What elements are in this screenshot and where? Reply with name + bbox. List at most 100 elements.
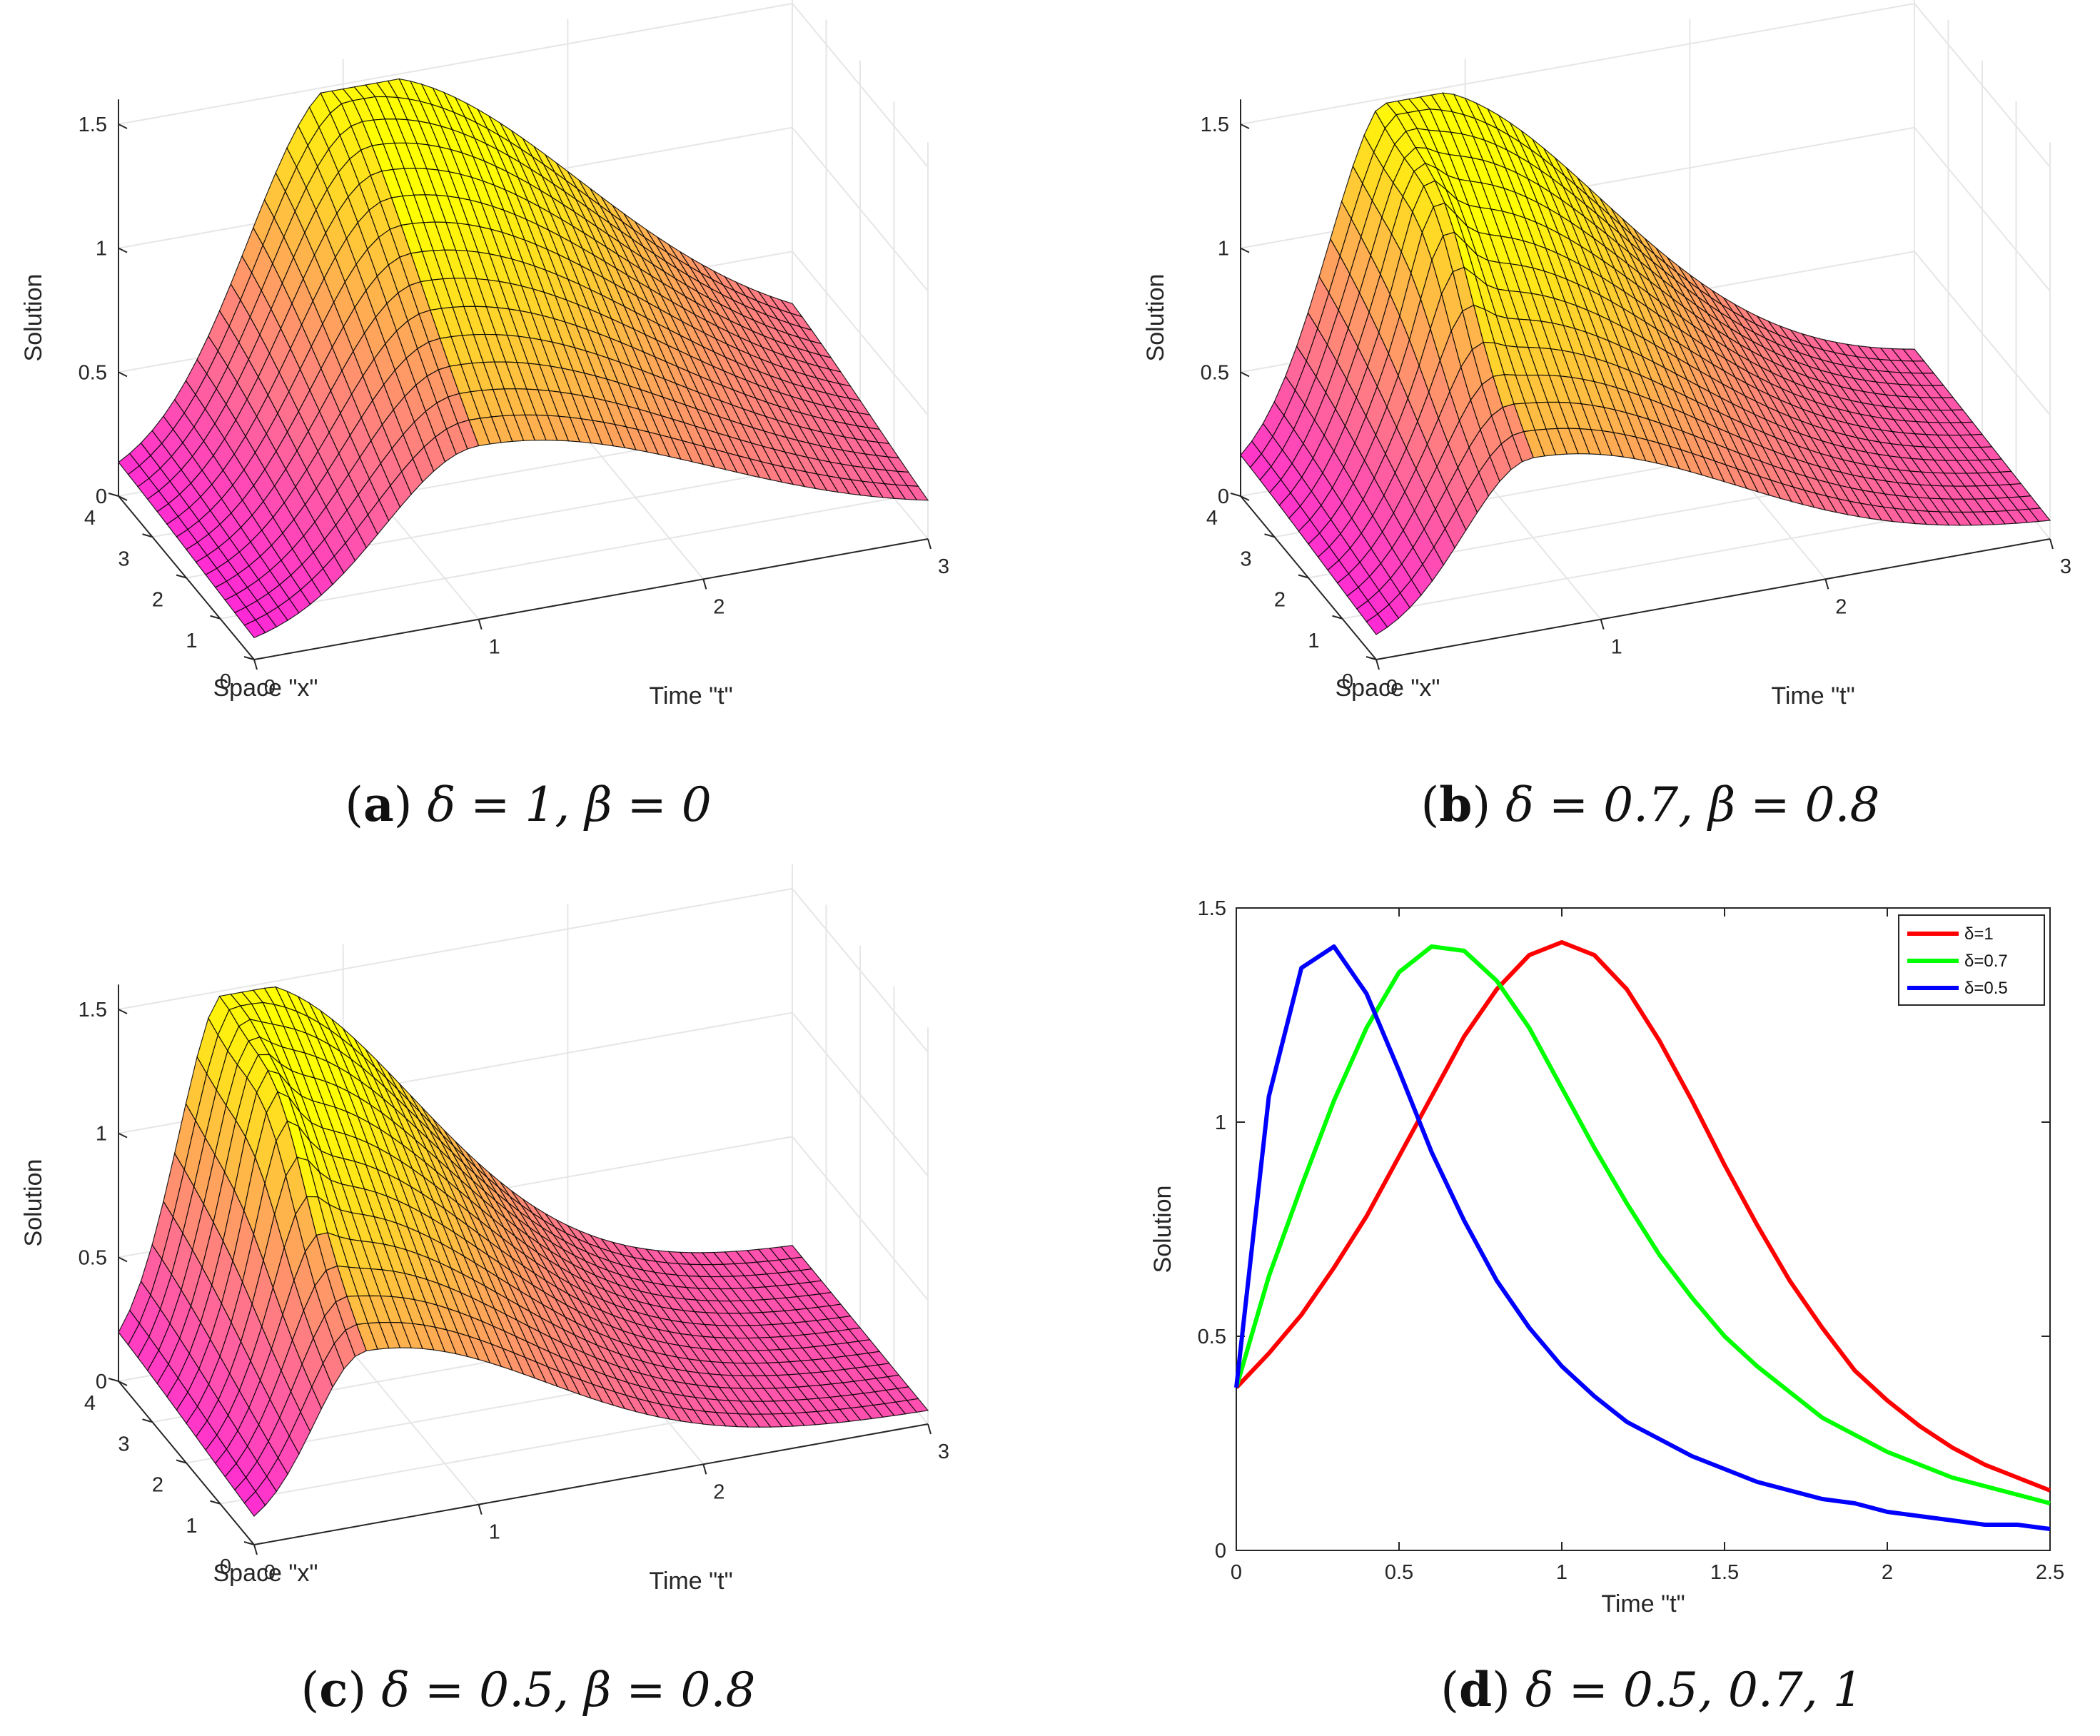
t-tick-mark bbox=[2049, 538, 2054, 550]
t-axis-label: Time "t" bbox=[1771, 682, 1854, 710]
t-tick-mark bbox=[1824, 579, 1829, 590]
caption-label: ( bbox=[301, 1662, 320, 1717]
caption-paren: ) bbox=[348, 1662, 381, 1717]
series-line-3 bbox=[1234, 944, 2051, 1531]
t-tick-mark bbox=[702, 1464, 707, 1475]
y-tick-label: 1 bbox=[1215, 1111, 1226, 1134]
t-tick-label: 3 bbox=[938, 555, 949, 578]
x-tick-mark bbox=[108, 1378, 119, 1382]
x-tick-label: 3 bbox=[118, 1433, 129, 1455]
caption-paren: ) bbox=[1492, 1662, 1525, 1717]
panel-caption: (b) δ = 0.7, β = 0.8 bbox=[1421, 777, 1880, 832]
z-tick-mark bbox=[1240, 371, 1250, 378]
t-tick-mark bbox=[927, 1423, 932, 1435]
series-line-1 bbox=[1234, 940, 2051, 1493]
surface-mesh bbox=[118, 986, 929, 1517]
z-axis-label: Solution bbox=[20, 1159, 47, 1247]
caption-paren: ) bbox=[1472, 777, 1505, 832]
x-tick-label: 1 bbox=[186, 630, 197, 652]
t-tick-label: 1 bbox=[1611, 636, 1622, 659]
x-tick-mark bbox=[176, 574, 187, 579]
z-tick-mark bbox=[118, 247, 128, 253]
x-tick-label: 4 bbox=[1206, 507, 1218, 530]
t-axis-label: Time "t" bbox=[649, 1568, 732, 1595]
t-axis-line bbox=[1375, 538, 2051, 660]
x-tick-label: 2 bbox=[1274, 589, 1286, 612]
x-tick-mark bbox=[108, 493, 119, 497]
legend-entry: δ=0.5 bbox=[1964, 979, 2008, 998]
t-tick-mark bbox=[1375, 659, 1380, 670]
t-tick-label: 0 bbox=[1386, 676, 1398, 699]
surface-patch bbox=[906, 485, 929, 501]
caption-letter: b bbox=[1439, 777, 1472, 832]
x-axis-label: Space "x" bbox=[213, 1560, 318, 1587]
t-tick-mark bbox=[253, 659, 258, 670]
grid-line bbox=[342, 1341, 480, 1505]
x-tick-mark bbox=[142, 533, 153, 538]
z-tick-label: 1 bbox=[96, 1123, 107, 1146]
z-tick-label: 0 bbox=[96, 1371, 107, 1393]
x-tick-mark bbox=[142, 1418, 153, 1423]
z-tick-mark bbox=[118, 123, 128, 129]
x-tick-label: 2 bbox=[152, 589, 163, 612]
caption-paren: ) bbox=[394, 777, 428, 832]
t-axis-line bbox=[253, 538, 929, 660]
z-tick-label: 1 bbox=[96, 238, 107, 261]
x-tick-label: 2.5 bbox=[2036, 1561, 2064, 1584]
x-tick-label: 0 bbox=[1342, 670, 1353, 693]
t-tick-label: 2 bbox=[1835, 595, 1847, 618]
t-axis-line bbox=[253, 1423, 929, 1545]
z-tick-label: 1 bbox=[1218, 238, 1229, 261]
t-axis-label: Time "t" bbox=[649, 682, 732, 710]
legend-entry: δ=0.7 bbox=[1964, 952, 2008, 971]
caption-text: δ = 1, β = 0 bbox=[427, 777, 711, 832]
x-tick-label: 3 bbox=[118, 547, 129, 570]
z-tick-mark bbox=[118, 495, 128, 501]
y-tick-label: 0.5 bbox=[1198, 1326, 1226, 1348]
x-tick-mark bbox=[1332, 615, 1343, 620]
x-tick-mark bbox=[1230, 493, 1241, 497]
t-tick-label: 0 bbox=[264, 676, 276, 699]
z-tick-label: 0 bbox=[1218, 485, 1229, 508]
z-axis-label: Solution bbox=[20, 274, 47, 362]
t-tick-label: 0 bbox=[264, 1561, 276, 1584]
t-tick-label: 2 bbox=[713, 1480, 725, 1503]
t-tick-label: 2 bbox=[713, 595, 725, 618]
legend: δ=1 δ=0.7 δ=0.5 bbox=[1898, 914, 2045, 1006]
caption-text: δ = 0.5, β = 0.8 bbox=[381, 1662, 755, 1717]
caption-text: δ = 0.5, 0.7, 1 bbox=[1525, 1662, 1863, 1717]
x-tick-label: 4 bbox=[84, 507, 96, 530]
grid-line bbox=[220, 497, 894, 620]
x-tick-mark bbox=[243, 656, 255, 660]
x-tick-label: 0 bbox=[1231, 1561, 1242, 1584]
x-tick-label: 1.5 bbox=[1710, 1561, 1739, 1584]
x-tick-mark bbox=[210, 1500, 221, 1505]
z-tick-mark bbox=[1240, 495, 1250, 501]
y-axis-label: Solution bbox=[1149, 1186, 1176, 1273]
z-tick-mark bbox=[118, 1132, 128, 1139]
x-tick-label: 1 bbox=[1556, 1561, 1568, 1584]
t-tick-mark bbox=[478, 619, 483, 630]
z-tick-mark bbox=[118, 1009, 128, 1014]
z-tick-label: 0 bbox=[96, 485, 107, 508]
caption-text: δ = 0.7, β = 0.8 bbox=[1505, 777, 1879, 832]
t-tick-mark bbox=[1600, 619, 1605, 630]
surface-mesh bbox=[118, 78, 929, 639]
y-tick-label: 0 bbox=[1215, 1540, 1226, 1563]
z-tick-label: 0.5 bbox=[1201, 361, 1229, 384]
x-tick-mark bbox=[176, 1459, 187, 1464]
y-tick-label: 1.5 bbox=[1198, 897, 1226, 920]
x-tick-mark bbox=[243, 1541, 255, 1545]
z-tick-mark bbox=[1240, 123, 1250, 129]
z-tick-label: 1.5 bbox=[1201, 113, 1229, 136]
t-tick-label: 3 bbox=[2060, 555, 2071, 578]
caption-label: ( bbox=[345, 777, 363, 832]
z-tick-label: 0.5 bbox=[79, 361, 107, 384]
